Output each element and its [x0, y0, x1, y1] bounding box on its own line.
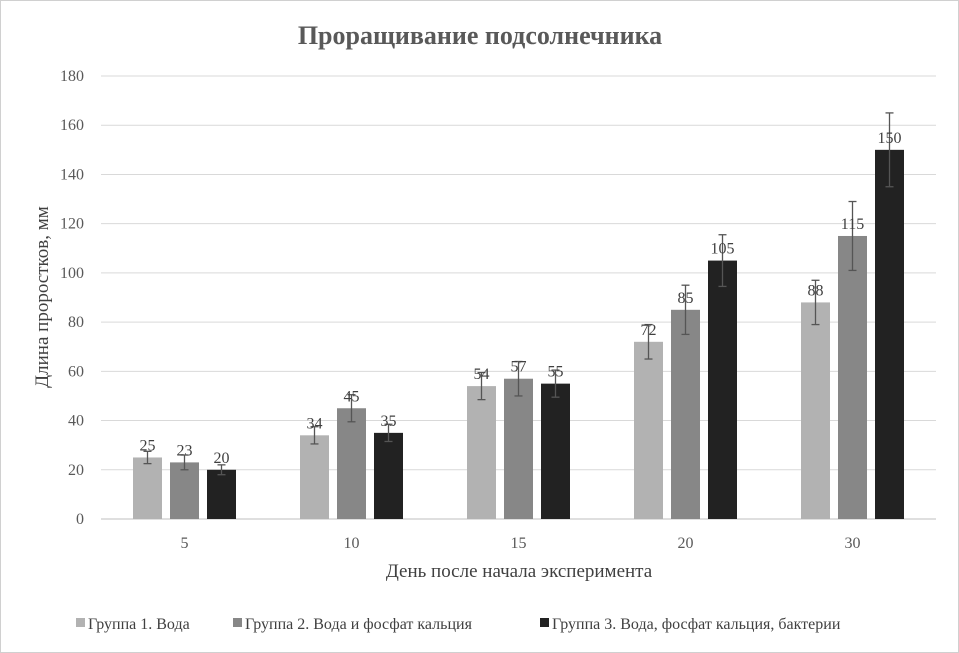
error-bar: [811, 279, 820, 326]
y-axis-title: Длина проростков, мм: [32, 206, 53, 388]
data-label: 20: [214, 450, 230, 467]
data-label: 55: [548, 364, 564, 381]
legend-label: Группа 2. Вода и фосфат кальция: [245, 616, 473, 633]
error-bar: [310, 426, 319, 445]
bar: [541, 383, 570, 519]
data-label: 115: [841, 216, 864, 233]
bar: [133, 457, 162, 519]
y-tick-label: 80: [68, 314, 84, 331]
x-tick-label: 10: [344, 535, 360, 552]
error-bar: [551, 369, 560, 398]
error-bar: [718, 234, 727, 288]
data-label: 35: [381, 413, 397, 430]
legend-item: Группа 2. Вода и фосфат кальция: [233, 616, 473, 633]
error-bar: [217, 464, 226, 476]
x-tick-label: 30: [845, 535, 861, 552]
bar: [300, 435, 329, 519]
data-label: 88: [808, 282, 824, 299]
data-label: 85: [678, 290, 694, 307]
legend-label: Группа 3. Вода, фосфат кальция, бактерии: [552, 616, 841, 633]
bar: [504, 378, 533, 519]
y-tick-label: 160: [60, 117, 84, 134]
bar: [671, 309, 700, 519]
y-tick-label: 40: [68, 413, 84, 430]
x-tick-label: 20: [678, 535, 694, 552]
data-label: 34: [307, 415, 323, 432]
legend-swatch: [233, 618, 242, 627]
legend-swatch: [540, 618, 549, 627]
error-bar: [644, 323, 653, 360]
data-label: 23: [177, 442, 193, 459]
error-bar: [180, 454, 189, 471]
data-label: 25: [140, 437, 156, 454]
gridlines: [101, 75, 936, 520]
bar: [838, 235, 867, 519]
error-bar: [885, 112, 894, 188]
data-labels: 25 23 20 34 45 35 54 57 55 72 85 105 88 115 150: [140, 130, 902, 467]
error-bar: [848, 200, 857, 272]
bar: [875, 149, 904, 520]
chart-title: Проращивание подсолнечника: [298, 21, 662, 50]
bars: [133, 149, 904, 520]
error-bar: [477, 371, 486, 401]
legend-label: Группа 1. Вода: [88, 616, 190, 633]
bar: [634, 341, 663, 519]
error-bar: [681, 284, 690, 336]
data-label: 72: [641, 322, 657, 339]
x-axis-title: День после начала эксперимента: [386, 561, 653, 582]
x-tick-label: 15: [511, 535, 527, 552]
y-tick-label: 140: [60, 166, 84, 183]
legend: Группа 1. Вода Группа 2. Вода и фосфат ка…: [76, 616, 841, 633]
data-label: 57: [511, 359, 527, 376]
bar: [374, 432, 403, 519]
legend-swatch: [76, 618, 85, 627]
x-tick-label: 5: [181, 535, 189, 552]
error-bar: [143, 450, 152, 465]
error-bar: [514, 360, 523, 397]
bar: [207, 469, 236, 519]
y-tick-label: 20: [68, 462, 84, 479]
data-label: 150: [878, 130, 902, 147]
y-tick-label: 60: [68, 363, 84, 380]
data-label: 45: [344, 388, 360, 405]
bar: [170, 462, 199, 519]
bar: [337, 408, 366, 519]
legend-item: Группа 1. Вода: [76, 616, 190, 633]
error-bar: [347, 394, 356, 423]
legend-item: Группа 3. Вода, фосфат кальция, бактерии: [540, 616, 841, 633]
data-label: 54: [474, 366, 490, 383]
data-label: 105: [711, 241, 735, 258]
error-bars: [143, 112, 894, 476]
y-tick-label: 120: [60, 216, 84, 233]
bar: [801, 302, 830, 519]
y-tick-label: 180: [60, 68, 84, 85]
y-axis-ticks: 0 20 40 60 80 100 120 140 160 180: [60, 68, 84, 528]
bar: [467, 386, 496, 519]
x-axis-ticks: 5 10 15 20 30: [181, 535, 861, 552]
bar: [708, 260, 737, 519]
error-bar: [384, 423, 393, 443]
y-tick-label: 100: [60, 265, 84, 282]
y-tick-label: 0: [76, 511, 84, 528]
